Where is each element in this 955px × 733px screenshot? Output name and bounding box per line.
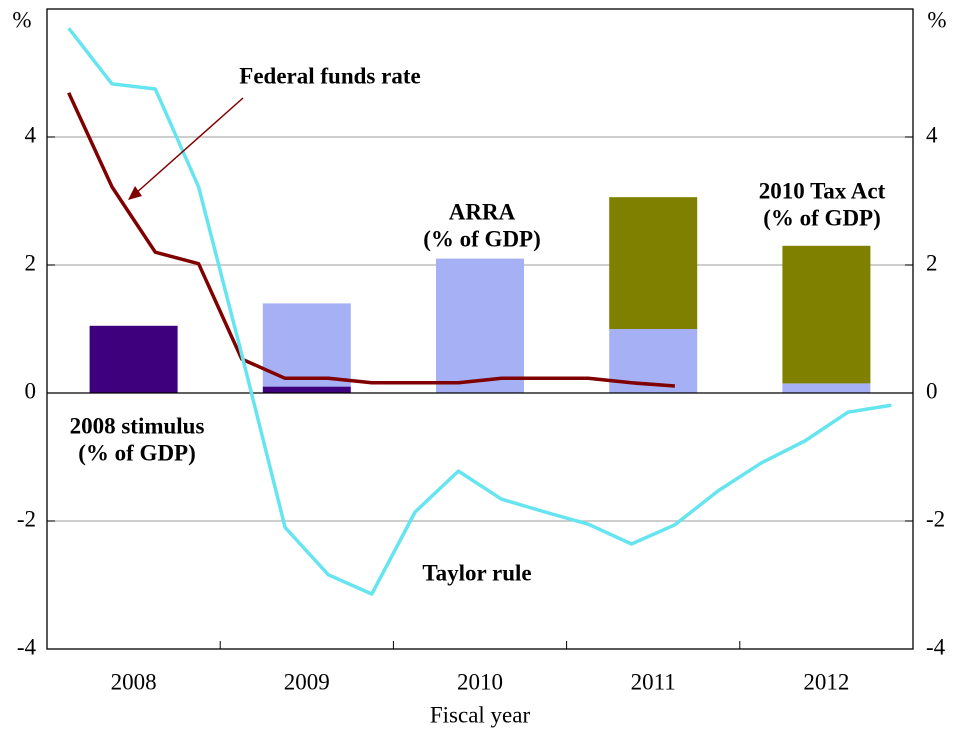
y-tick-label: 4 — [25, 122, 37, 147]
annotation: ARRA — [449, 199, 516, 224]
y-tick-label: 2 — [25, 250, 37, 275]
annotation: (% of GDP) — [78, 440, 196, 465]
annotation: Federal funds rate — [239, 63, 420, 88]
annotation: (% of GDP) — [763, 205, 881, 230]
y2-tick-label: 2 — [926, 250, 938, 275]
x-tick-label: 2008 — [111, 669, 157, 694]
annotation: 2010 Tax Act — [759, 178, 886, 203]
bar — [782, 383, 871, 393]
y2-tick-label: -2 — [926, 506, 945, 531]
y-tick-label: -4 — [17, 634, 37, 659]
y-unit: % — [12, 7, 31, 32]
x-tick-label: 2011 — [631, 669, 676, 694]
bar — [262, 303, 351, 387]
annotation-arrow — [134, 97, 244, 195]
x-tick-label: 2009 — [284, 669, 330, 694]
line-series — [67, 27, 892, 596]
bar — [609, 197, 698, 329]
bar — [262, 386, 351, 393]
y2-tick-label: -4 — [926, 634, 946, 659]
bar — [436, 258, 524, 393]
bar — [89, 325, 178, 393]
y-tick-label: 0 — [25, 378, 37, 403]
annotation: Taylor rule — [422, 560, 531, 585]
y2-tick-label: 4 — [926, 122, 938, 147]
y2-tick-label: 0 — [926, 378, 938, 403]
line-series — [67, 92, 676, 388]
x-tick-label: 2012 — [803, 669, 849, 694]
arrow-head — [128, 186, 142, 200]
x-axis-label: Fiscal year — [430, 702, 531, 727]
annotation: (% of GDP) — [423, 226, 541, 251]
y-tick-label: -2 — [17, 506, 36, 531]
x-tick-label: 2010 — [457, 669, 503, 694]
y2-unit: % — [927, 7, 946, 32]
plot-frame — [46, 8, 914, 650]
bar — [782, 245, 871, 384]
annotation: 2008 stimulus — [70, 413, 205, 438]
